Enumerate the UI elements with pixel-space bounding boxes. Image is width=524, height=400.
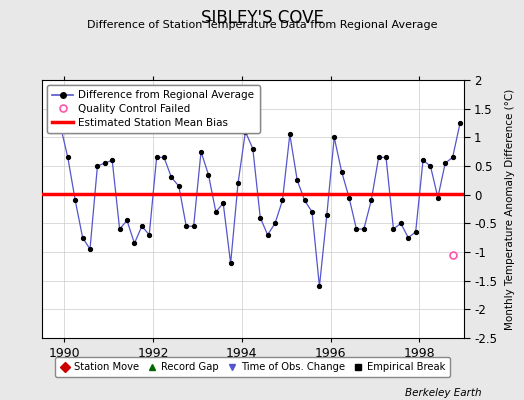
Text: SIBLEY'S COVE: SIBLEY'S COVE [201, 9, 323, 27]
Text: Berkeley Earth: Berkeley Earth [406, 388, 482, 398]
Legend: Difference from Regional Average, Quality Control Failed, Estimated Station Mean: Difference from Regional Average, Qualit… [47, 85, 259, 133]
Legend: Station Move, Record Gap, Time of Obs. Change, Empirical Break: Station Move, Record Gap, Time of Obs. C… [55, 357, 451, 377]
Text: Difference of Station Temperature Data from Regional Average: Difference of Station Temperature Data f… [87, 20, 437, 30]
Y-axis label: Monthly Temperature Anomaly Difference (°C): Monthly Temperature Anomaly Difference (… [506, 88, 516, 330]
